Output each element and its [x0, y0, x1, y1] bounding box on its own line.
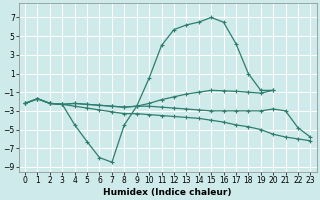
X-axis label: Humidex (Indice chaleur): Humidex (Indice chaleur) — [103, 188, 232, 197]
